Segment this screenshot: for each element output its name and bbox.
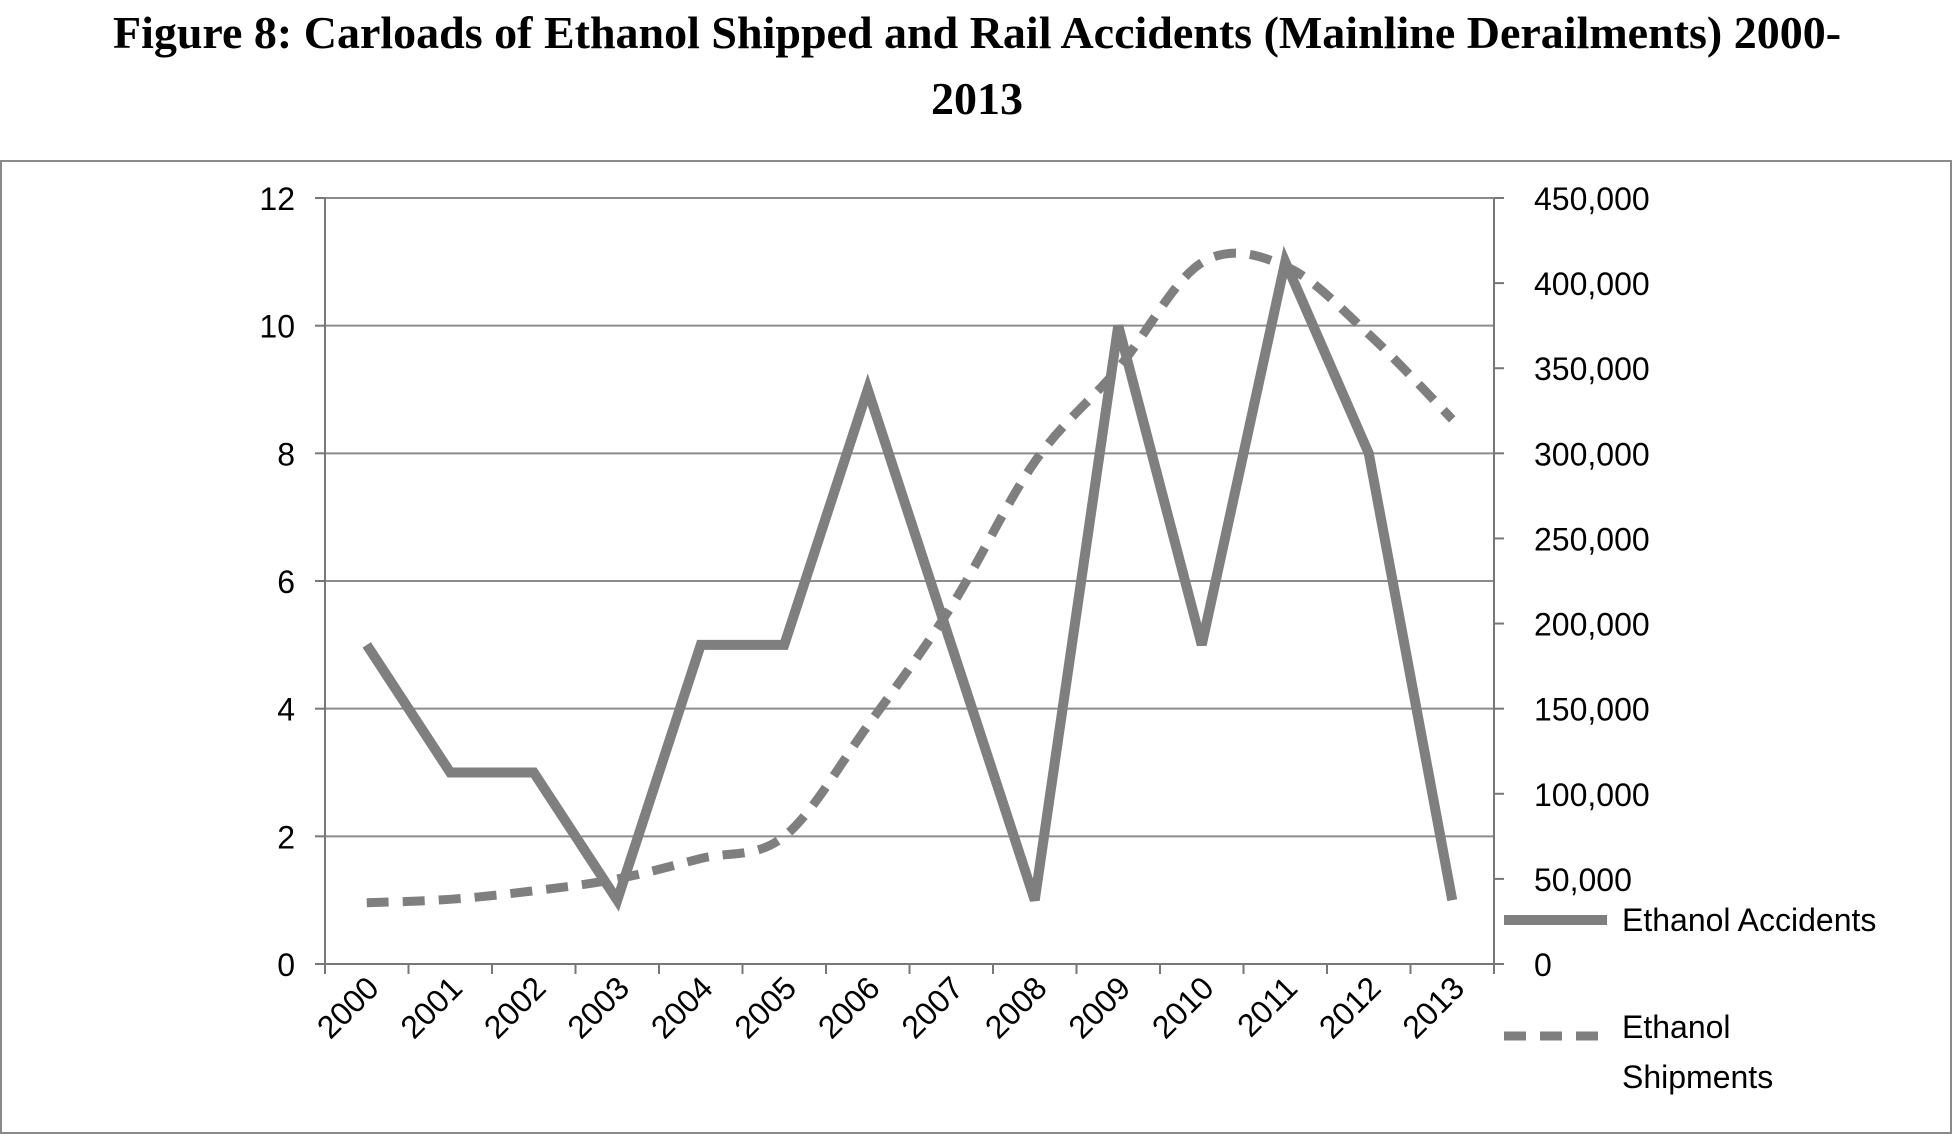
right-axis-tick-label: 400,000 <box>1534 266 1650 302</box>
left-axis-tick-label: 4 <box>277 692 295 728</box>
right-axis-tick-label: 350,000 <box>1534 351 1650 387</box>
series-line-ethanol-accidents <box>362 245 1458 912</box>
left-axis-tick-label: 8 <box>277 436 295 472</box>
x-axis-tick-label: 2008 <box>978 969 1054 1045</box>
left-axis-tick-label: 10 <box>259 309 295 345</box>
right-axis-tick-label: 0 <box>1534 947 1552 983</box>
chart-svg: 0 2 4 6 8 10 12 0 50,000 100,000 150,000 200,000 250… <box>259 181 1876 1095</box>
x-axis-tick-label: 2011 <box>1230 969 1304 1043</box>
series-line-ethanol-shipments <box>366 248 1456 908</box>
legend-label-ethanol-shipments-line-1: Ethanol <box>1622 1009 1731 1045</box>
left-axis-tick-label: 0 <box>277 947 295 983</box>
x-axis-tick-label: 2012 <box>1312 969 1388 1045</box>
gridlines <box>325 197 1494 838</box>
x-axis-tick-label: 2009 <box>1061 969 1137 1045</box>
x-axis-tick-label: 2010 <box>1145 969 1221 1045</box>
x-axis-tick-label: 2007 <box>894 969 970 1045</box>
x-axis-tick-label: 2001 <box>393 969 469 1045</box>
left-axis-tick-label: 12 <box>259 181 295 217</box>
right-axis-tick-label: 250,000 <box>1534 521 1650 557</box>
legend: Ethanol Accidents Ethanol Shipments <box>1504 902 1876 1095</box>
left-axis-tick-label: 2 <box>277 819 295 855</box>
right-axis-tick-label: 200,000 <box>1534 607 1650 643</box>
series-lines <box>362 245 1458 912</box>
chart-title: Figure 8: Carloads of Ethanol Shipped an… <box>0 0 1954 132</box>
x-axis-tick-label: 2003 <box>560 969 636 1045</box>
chart-title-line-2: 2013 <box>931 73 1023 124</box>
x-axis-tick-label: 2013 <box>1395 969 1471 1045</box>
right-axis-tick-label: 150,000 <box>1534 692 1650 728</box>
x-axis-tick-label: 2004 <box>644 969 720 1045</box>
right-axis-tick-label: 450,000 <box>1534 181 1650 217</box>
axes <box>315 197 1504 974</box>
chart-frame: 0 2 4 6 8 10 12 0 50,000 100,000 150,000 200,000 250… <box>0 160 1952 1134</box>
right-axis-tick-label: 100,000 <box>1534 777 1650 813</box>
x-axis-tick-label: 2000 <box>310 969 386 1045</box>
x-axis-tick-label: 2005 <box>727 969 803 1045</box>
x-axis-tick-label: 2002 <box>477 969 553 1045</box>
chart-title-line-1: Figure 8: Carloads of Ethanol Shipped an… <box>112 7 1842 58</box>
legend-label-ethanol-accidents: Ethanol Accidents <box>1622 902 1876 938</box>
right-axis-tick-label: 50,000 <box>1534 862 1632 898</box>
x-axis-tick-label: 2006 <box>811 969 887 1045</box>
left-axis-tick-label: 6 <box>277 564 295 600</box>
right-axis-tick-label: 300,000 <box>1534 436 1650 472</box>
tick-labels: 0 2 4 6 8 10 12 0 50,000 100,000 150,000 200,000 250… <box>259 181 1649 1045</box>
legend-label-ethanol-shipments-line-2: Shipments <box>1622 1059 1773 1095</box>
